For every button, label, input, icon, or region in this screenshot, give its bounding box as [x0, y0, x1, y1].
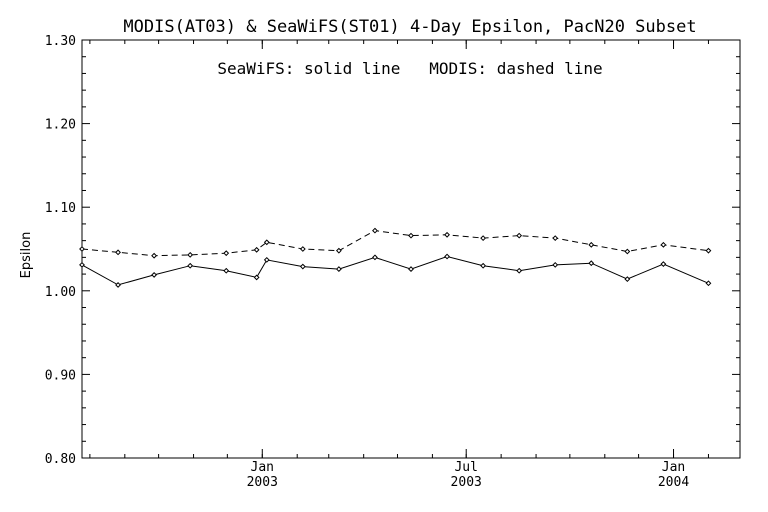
- y-tick-label: 1.20: [45, 118, 76, 133]
- chart-title: MODIS(AT03) & SeaWiFS(ST01) 4-Day Epsilo…: [123, 17, 696, 37]
- y-tick-label: 1.00: [45, 285, 76, 300]
- data-point-dashed: [187, 251, 194, 258]
- x-tick-month: Jul: [454, 460, 477, 475]
- data-point-dashed: [263, 239, 270, 246]
- data-point-solid: [263, 256, 270, 263]
- x-tick-year: 2003: [247, 475, 278, 490]
- series-line-solid: [81, 255, 709, 286]
- legend-annotation: SeaWiFS: solid line MODIS: dashed line: [217, 59, 602, 78]
- data-point-solid: [187, 262, 194, 269]
- data-point-dashed: [444, 231, 450, 238]
- x-tick-year: 2004: [658, 475, 689, 490]
- data-point-solid: [151, 272, 158, 278]
- data-point-dashed: [516, 232, 523, 239]
- data-point-dashed: [408, 232, 414, 239]
- x-tick-year: 2003: [451, 475, 482, 490]
- x-tick-month: Jan: [662, 460, 685, 475]
- data-point-solid: [223, 267, 230, 274]
- data-point-solid: [335, 266, 342, 272]
- data-point-solid: [516, 267, 523, 274]
- data-point-solid: [444, 253, 450, 260]
- series-line-dashed: [81, 230, 709, 257]
- data-point-solid: [115, 282, 121, 288]
- y-axis-label: Epsilon: [19, 232, 34, 279]
- data-point-solid: [480, 262, 487, 269]
- series-lines: [81, 230, 709, 286]
- data-point-solid: [660, 261, 667, 267]
- data-point-solid: [705, 280, 712, 287]
- x-tick-month: Jan: [251, 460, 274, 475]
- data-point-solid: [588, 260, 595, 267]
- data-point-solid: [299, 263, 306, 270]
- data-point-dashed: [253, 246, 260, 253]
- data-point-dashed: [480, 235, 487, 242]
- data-point-dashed: [79, 246, 85, 252]
- data-point-solid: [253, 274, 260, 281]
- y-tick-label: 0.90: [45, 368, 76, 383]
- y-axis-ticks: 0.80 0.90 1.00 1.10 1.20 1.30: [45, 34, 740, 467]
- data-point-dashed: [335, 247, 342, 254]
- data-point-dashed: [705, 247, 712, 254]
- data-point-dashed: [552, 235, 559, 242]
- data-point-dashed: [299, 246, 306, 252]
- data-point-dashed: [115, 249, 121, 256]
- data-point-solid: [552, 261, 559, 268]
- data-point-dashed: [660, 241, 667, 248]
- y-tick-label: 0.80: [45, 452, 76, 467]
- data-point-dashed: [588, 241, 595, 248]
- data-point-dashed: [151, 252, 158, 259]
- data-point-solid: [624, 276, 631, 283]
- y-tick-label: 1.10: [45, 201, 76, 216]
- data-point-solid: [408, 266, 414, 272]
- data-point-solid: [79, 261, 85, 268]
- data-point-dashed: [624, 248, 631, 255]
- y-tick-label: 1.30: [45, 34, 76, 49]
- data-point-solid: [372, 254, 378, 261]
- data-point-dashed: [372, 227, 378, 234]
- series-points: [79, 227, 712, 288]
- data-point-dashed: [223, 250, 230, 257]
